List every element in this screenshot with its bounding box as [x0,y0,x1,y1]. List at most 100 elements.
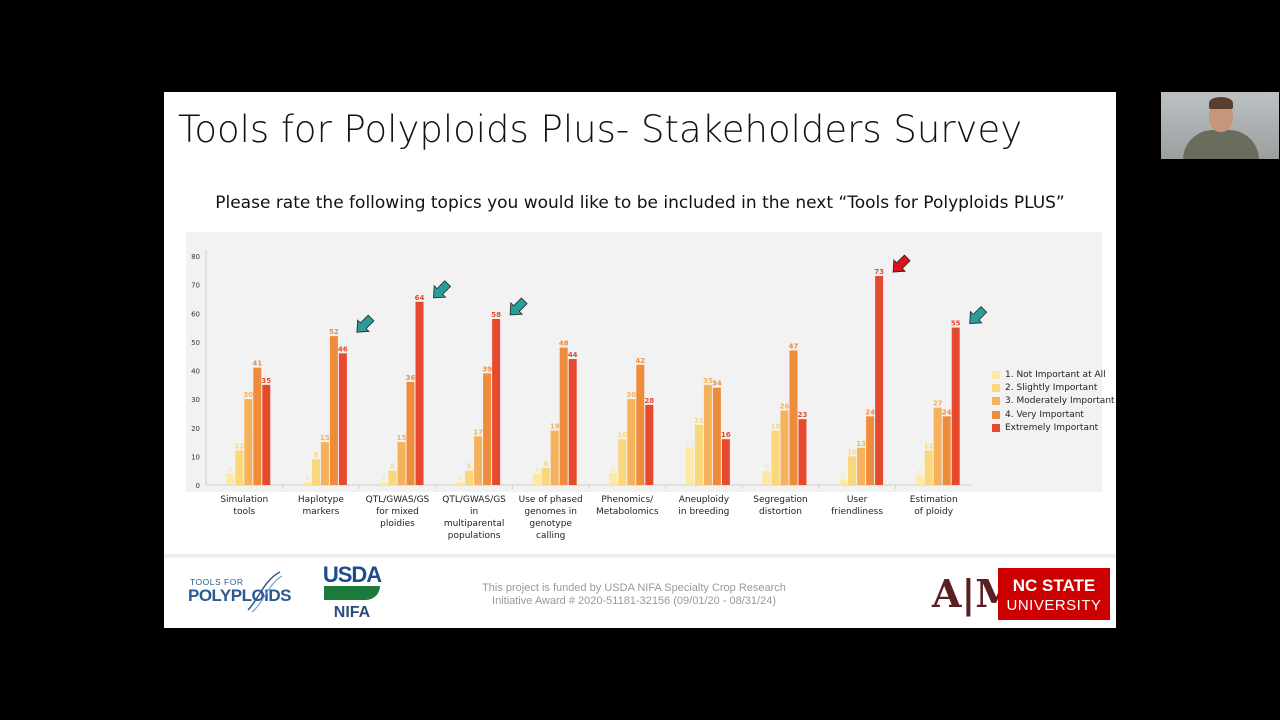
data-label: 34 [712,380,722,388]
bar [636,364,645,485]
data-label: 4 [611,466,616,474]
bar [609,473,618,485]
webcam-thumbnail [1161,92,1279,159]
bar [388,470,397,485]
arrow-shape [509,297,528,316]
callout-arrow-icon [509,297,528,316]
data-label: 64 [415,294,425,302]
data-label: 55 [951,320,961,328]
data-label: 35 [261,377,271,385]
category-label-line: distortion [759,507,802,517]
category-label-line: genotype [529,519,572,529]
logo-nifa-text: NIFA [333,604,371,621]
data-label: 1 [304,474,309,482]
data-label: 12 [924,443,934,451]
bar [338,353,347,485]
category-label: Estimation of ploidy [895,494,972,518]
category-label: User friendliness [819,494,896,518]
bar [762,470,771,485]
data-label: 17 [473,428,483,436]
data-label: 4 [228,466,233,474]
category-label: QTL/GWAS/GS for mixed ploidies [359,494,436,530]
category-label: Haplotype markers [283,494,360,518]
callout-arrow-icon [969,306,988,324]
category-label-line: User [846,495,868,505]
category-label-line: genomes in [524,507,577,517]
bar [226,473,235,485]
bar [857,447,866,485]
bar [848,456,857,485]
data-label: 19 [771,423,781,431]
data-label: 1 [458,474,463,482]
usda-wave-icon [324,586,380,600]
category-label-line: Haplotype [297,495,344,505]
bar [235,450,244,485]
data-label: 41 [252,360,262,368]
legend-entry: 3. Moderately Important [992,395,1115,408]
data-label: 42 [635,357,645,365]
bar [541,467,550,485]
bar [780,410,789,485]
callout-arrow-icon [356,314,375,333]
logo-ncsu-line2: UNIVERSITY [1006,597,1102,614]
arrow-shape [356,314,375,333]
data-label: 35 [703,377,713,385]
bar [397,442,406,485]
data-label: 1 [381,474,386,482]
bar [685,447,694,485]
data-label: 6 [543,460,548,468]
bar [789,350,798,485]
bar [456,482,465,485]
category-label-line: Metabolomics [596,507,659,517]
y-tick-label: 0 [196,482,200,490]
bar [618,439,627,485]
bar [839,479,848,485]
data-label: 15 [320,434,330,442]
data-label: 28 [644,397,654,405]
bar [465,470,474,485]
data-label: 48 [559,340,569,348]
usda-nifa-logo: USDA NIFA [322,562,382,624]
data-label: 19 [550,423,560,431]
funding-line-2: Initiative Award # 2020-51181-32156 (09/… [492,595,776,607]
legend-label: 1. Not Important at All [1005,369,1106,380]
legend-label: Extremely Important [1005,423,1099,434]
bar [712,387,721,485]
data-label: 27 [933,400,943,408]
data-label: 13 [685,440,695,448]
arrow-shape [969,306,988,324]
legend-swatch [992,370,1000,379]
data-label: 5 [390,463,395,471]
bar [262,384,271,485]
bar [406,381,415,485]
bar [866,416,875,485]
y-tick-label: 80 [191,253,200,261]
category-label-line: Simulation [220,495,269,505]
bar [924,450,933,485]
y-tick-label: 70 [191,282,200,290]
category-label-line: calling [535,531,566,541]
presenter-torso [1183,130,1259,159]
arrow-shape [892,254,911,273]
data-label: 44 [568,351,578,359]
legend-label: 4. Very Important [1005,409,1084,420]
category-label-line: of ploidy [914,507,954,517]
bar [532,473,541,485]
legend-entry: 4. Very Important [992,408,1115,421]
data-label: 46 [338,345,348,353]
data-label: 30 [243,391,253,399]
bar [942,416,951,485]
bar [627,399,636,485]
y-tick-label: 20 [191,425,200,433]
category-label: Phenomics/Metabolomics [589,494,666,518]
category-label-line: in [469,507,479,517]
data-label: 4 [534,466,539,474]
legend-entry: 1. Not Important at All [992,368,1115,381]
y-tick-label: 30 [191,396,200,404]
data-label: 36 [406,374,416,382]
data-label: 24 [865,408,875,416]
category-label-line: friendliness [831,507,884,517]
bar [320,442,329,485]
category-label-line: for mixed [376,507,419,517]
arrow-shape [433,280,452,299]
